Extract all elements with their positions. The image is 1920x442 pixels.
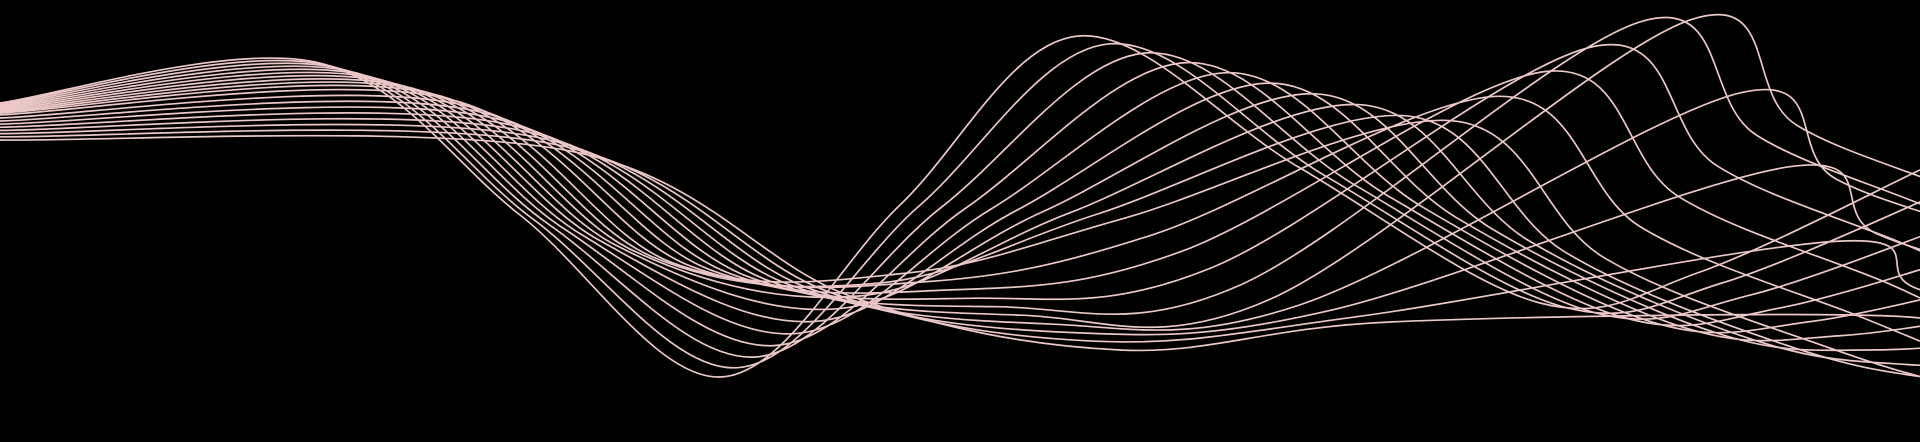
wave-line: [0, 81, 1920, 378]
wave-line: [0, 52, 1920, 358]
wave-line: [0, 84, 1920, 378]
wave-line: [0, 88, 1920, 343]
wave-line: [0, 71, 1920, 342]
wave-lines-group: [0, 13, 1920, 378]
wave-line: [0, 61, 1920, 347]
wave-line: [0, 70, 1920, 299]
wave-line: [0, 134, 1920, 352]
wave-line: [0, 13, 1920, 329]
wave-line: [0, 78, 1920, 367]
wave-line: [0, 74, 1920, 352]
wave-line: [0, 68, 1920, 335]
wave-line: [0, 43, 1920, 301]
wave-line: [0, 123, 1920, 336]
wave-line: [0, 129, 1920, 343]
wave-line: [0, 42, 1920, 369]
